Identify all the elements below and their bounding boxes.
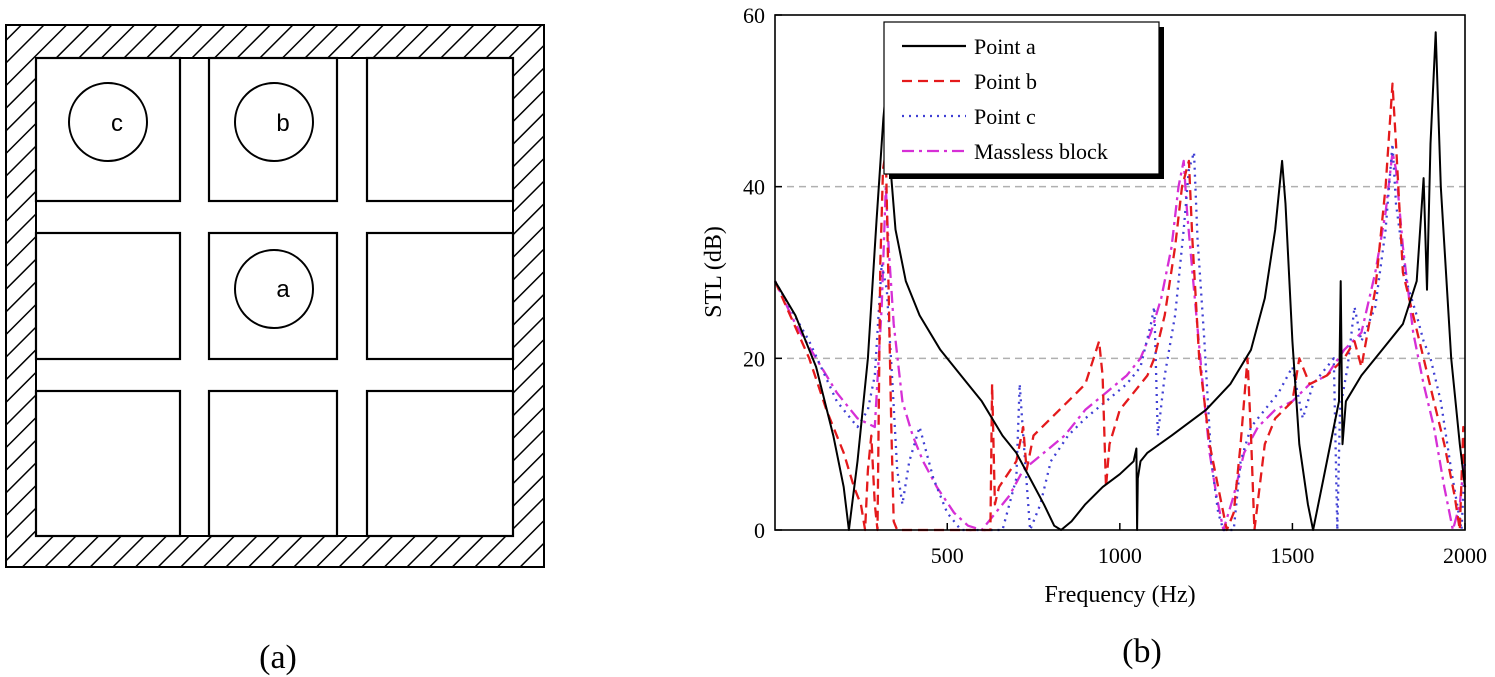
legend-label: Point b (974, 69, 1037, 94)
point-b: b (234, 82, 314, 162)
grid-cell-2-2 (365, 389, 515, 538)
legend-label: Point a (974, 34, 1036, 59)
grid-cell-0-0 (34, 56, 182, 203)
y-axis-label: STL (dB) (701, 226, 727, 318)
legend-box (883, 21, 1160, 175)
y-tick-label: 60 (743, 3, 765, 28)
point-a: a (234, 249, 314, 329)
panel-a-caption: (a) (259, 639, 297, 676)
x-tick-label: 2000 (1443, 543, 1487, 568)
grid-cell-1-1 (207, 231, 339, 361)
point-a-label: a (276, 276, 290, 303)
x-axis-label: Frequency (Hz) (1044, 582, 1195, 608)
y-tick-label: 20 (743, 346, 765, 371)
chart-legend: Point a Point b Point c Massless block (883, 21, 1164, 179)
grid-cell-2-0 (34, 389, 182, 538)
x-tick-label: 1500 (1270, 543, 1314, 568)
panel-b-caption: (b) (1122, 633, 1162, 670)
grid-cell-0-1 (207, 56, 339, 203)
grid-cell-1-0 (34, 231, 182, 361)
x-tick-label: 1000 (1098, 543, 1142, 568)
grid-cell-1-2 (365, 231, 515, 361)
point-c: c (68, 82, 148, 162)
grid-cell-2-1 (207, 389, 339, 538)
grid-cell-0-2 (365, 56, 515, 203)
point-c-circle (68, 82, 148, 162)
chart-gridlines (775, 185, 1465, 360)
y-tick-label: 0 (754, 518, 765, 543)
legend-label: Point c (974, 104, 1036, 129)
point-c-label: c (111, 110, 123, 137)
chart-ticks: 500 1000 1500 2000 0 20 40 60 (743, 3, 1487, 568)
panel-a-schematic: c b a (a) (5, 24, 545, 676)
grid-cells (34, 56, 515, 538)
hatched-frame (5, 24, 545, 568)
x-tick-label: 500 (931, 543, 964, 568)
y-tick-label: 40 (743, 175, 765, 200)
point-b-label: b (276, 110, 289, 137)
point-b-circle (234, 82, 314, 162)
point-a-circle (234, 249, 314, 329)
legend-label: Massless block (974, 139, 1108, 164)
